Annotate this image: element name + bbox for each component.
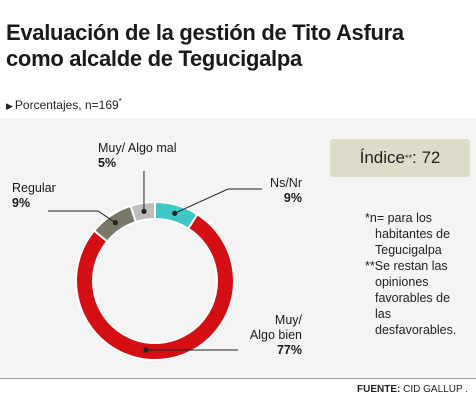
donut-chart bbox=[48, 171, 262, 361]
title-line-1: Evaluación de la gestión de Tito Asfura bbox=[6, 20, 404, 45]
chart-title: Evaluación de la gestión de Tito Asfura … bbox=[6, 20, 466, 72]
note1-line2: habitantes de bbox=[375, 227, 451, 241]
leader-lines bbox=[48, 171, 262, 353]
label-nsnr-pct: 9% bbox=[283, 191, 302, 205]
dot-muy-algo-bien bbox=[143, 347, 149, 353]
note2-line2: opiniones bbox=[375, 275, 429, 289]
label-muy-algo-bien: Muy/ Algo bien 77% bbox=[236, 313, 302, 358]
label-regular-name: Regular bbox=[12, 181, 56, 195]
label-regular: Regular 9% bbox=[12, 181, 56, 211]
title-line-2: como alcalde de Tegucigalpa bbox=[6, 46, 302, 71]
slice-muy-algo-bien bbox=[75, 212, 235, 361]
label-bien-line2: Algo bien bbox=[249, 328, 302, 342]
footer-divider bbox=[0, 378, 476, 379]
label-ns-nr: Ns/Nr 9% bbox=[258, 176, 302, 206]
index-footnote-mark: ** bbox=[405, 153, 413, 163]
note2-line1: **Se restan las bbox=[365, 259, 448, 273]
label-bien-pct: 77% bbox=[276, 343, 302, 357]
dot-muy-algo-mal bbox=[141, 208, 147, 214]
label-muy-algo-mal: Muy/ Algo mal 5% bbox=[98, 141, 177, 171]
subtitle-text: Porcentajes, n=169 bbox=[14, 98, 119, 112]
label-mal-name: Muy/ Algo mal bbox=[98, 141, 177, 155]
leader-regular bbox=[48, 210, 116, 224]
donut-slices bbox=[75, 200, 235, 361]
index-box: Índice **: 72 bbox=[330, 139, 470, 177]
note2-line4: las bbox=[375, 307, 391, 321]
footnotes: *n= para los habitantes de Tegucigalpa *… bbox=[365, 210, 473, 338]
source-value: CID GALLUP . bbox=[403, 384, 468, 395]
chart-subtitle: ▶ Porcentajes, n=169* bbox=[6, 97, 122, 112]
triangle-bullet-icon: ▶ bbox=[6, 101, 13, 111]
index-value: : 72 bbox=[412, 148, 441, 167]
label-bien-line1: Muy/ bbox=[274, 313, 302, 327]
label-regular-pct: 9% bbox=[12, 196, 31, 210]
source-label: FUENTE: bbox=[357, 384, 401, 395]
source-credit: FUENTE: CID GALLUP . bbox=[357, 384, 468, 395]
label-mal-pct: 5% bbox=[98, 156, 117, 170]
index-label: Índice bbox=[359, 148, 405, 167]
note1-line1: *n= para los bbox=[365, 211, 433, 225]
dot-ns-nr bbox=[172, 210, 178, 216]
leader-ns-nr bbox=[174, 188, 262, 214]
label-nsnr-name: Ns/Nr bbox=[270, 176, 302, 190]
dot-regular bbox=[112, 220, 118, 226]
subtitle-footnote-mark: * bbox=[118, 97, 122, 106]
note2-line3: favorables de bbox=[375, 291, 451, 305]
note2-line5: desfavorables. bbox=[375, 323, 457, 337]
note1-line3: Tegucigalpa bbox=[375, 243, 442, 257]
